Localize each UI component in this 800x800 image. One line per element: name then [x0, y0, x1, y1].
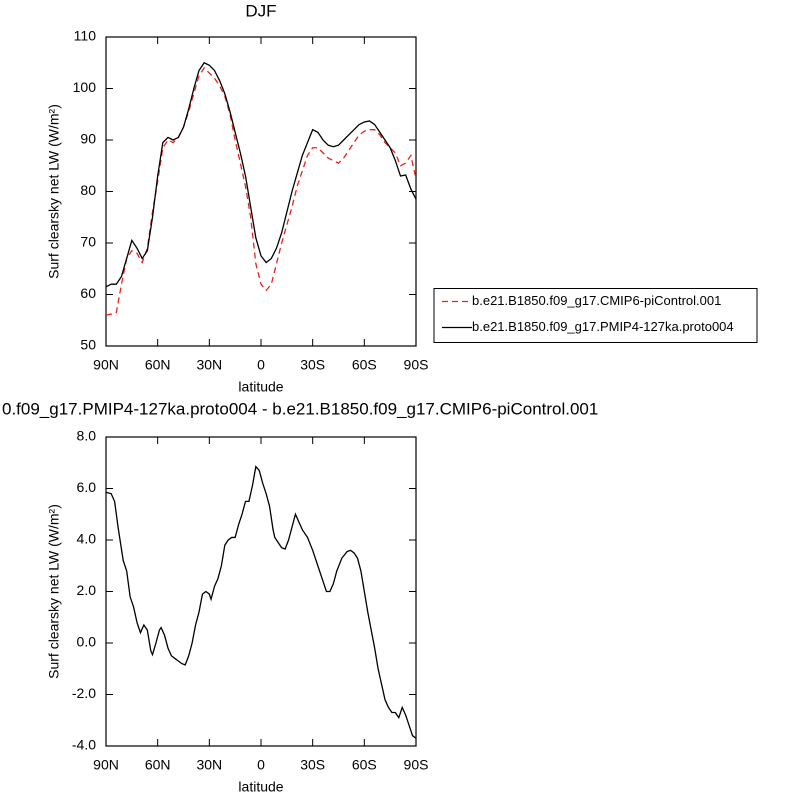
x-tick-label: 0 [257, 357, 265, 373]
y-tick-label: -2.0 [72, 685, 96, 701]
x-tick-label: 60S [352, 357, 377, 373]
y-tick-label: 90 [80, 131, 96, 147]
chart-title: 0.f09_g17.PMIP4-127ka.proto004 - b.e21.B… [2, 399, 598, 418]
y-tick-label: 110 [74, 28, 97, 44]
x-axis-label: latitude [238, 779, 283, 795]
plot-frame [105, 436, 417, 747]
y-tick-label: 70 [80, 234, 96, 250]
y-tick-label: 80 [80, 182, 96, 198]
chart-title: DJF [245, 1, 276, 20]
y-tick-label: 4.0 [77, 531, 97, 547]
x-tick-label: 30N [196, 357, 222, 373]
data-line [105, 66, 417, 316]
x-tick-label: 90N [93, 757, 119, 773]
y-tick-label: 50 [80, 337, 96, 353]
x-tick-label: 60N [145, 357, 171, 373]
plot-frame [105, 36, 417, 347]
y-tick-label: -4.0 [72, 737, 96, 753]
y-tick-label: 2.0 [77, 582, 97, 598]
data-line [105, 61, 417, 288]
y-axis-label: Surf clearsky net LW (W/m²) [46, 504, 62, 679]
data-line [105, 465, 417, 739]
y-tick-label: 100 [73, 79, 97, 95]
x-tick-label: 90N [93, 357, 119, 373]
x-tick-label: 90S [404, 357, 429, 373]
x-tick-label: 30N [196, 757, 222, 773]
x-tick-label: 30S [300, 357, 325, 373]
y-tick-label: 6.0 [77, 479, 97, 495]
y-axis-label: Surf clearsky net LW (W/m²) [46, 104, 62, 279]
legend-box [433, 288, 758, 343]
y-tick-label: 0.0 [77, 634, 97, 650]
x-axis-label: latitude [238, 379, 283, 395]
x-tick-label: 60N [145, 757, 171, 773]
x-tick-label: 90S [404, 757, 429, 773]
x-tick-label: 30S [300, 757, 325, 773]
y-tick-label: 8.0 [77, 428, 97, 444]
x-tick-label: 0 [257, 757, 265, 773]
legend-label: b.e21.B1850.f09_g17.PMIP4-127ka.proto004 [472, 319, 734, 334]
y-tick-label: 60 [80, 285, 96, 301]
legend-label: b.e21.B1850.f09_g17.CMIP6-piControl.001 [472, 293, 721, 308]
x-tick-label: 60S [352, 757, 377, 773]
